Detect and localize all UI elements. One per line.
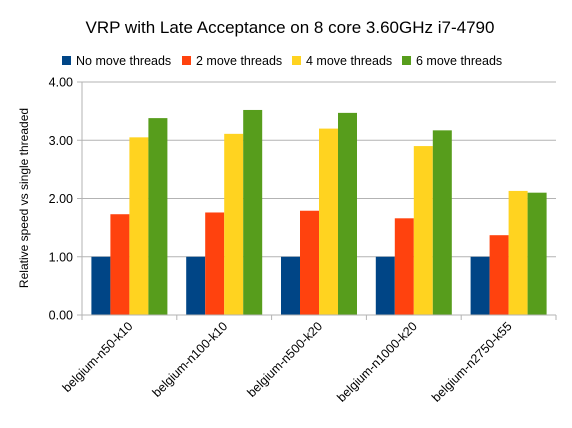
bar-4-4 <box>432 130 452 315</box>
bar-2-2 <box>205 212 225 315</box>
bar-1-4 <box>375 256 395 315</box>
legend-swatch <box>182 56 191 65</box>
x-tick-label: belgium-n1000-k20 <box>334 319 420 405</box>
x-tick-label: belgium-n500-k20 <box>244 319 325 400</box>
y-axis-label: Relative speed vs single threaded <box>17 108 31 288</box>
legend-label: No move threads <box>76 54 171 68</box>
bar-2-1 <box>110 214 130 315</box>
y-tick-label: 1.00 <box>49 250 73 264</box>
bar-3-2 <box>224 133 244 315</box>
legend: No move threads 2 move threads 4 move thre… <box>62 54 502 68</box>
legend-swatch <box>292 56 301 65</box>
legend-label: 4 move threads <box>306 54 392 68</box>
bar-3-4 <box>413 146 433 315</box>
y-tick-label: 0.00 <box>49 309 73 323</box>
bar-4-3 <box>338 112 357 315</box>
bar-3-3 <box>319 128 338 315</box>
axes <box>77 81 557 320</box>
bar-1-1 <box>91 256 111 315</box>
bar-3-5 <box>508 190 528 315</box>
y-tick-label: 2.00 <box>49 192 73 206</box>
bars <box>91 109 547 316</box>
bar-1-3 <box>281 256 300 315</box>
legend-label: 2 move threads <box>196 54 282 68</box>
x-tick-labels: belgium-n50-k10 belgium-n100-k10 belgium-n… <box>60 319 515 405</box>
x-tick-label: belgium-n50-k10 <box>60 319 136 395</box>
bar-1-5 <box>470 256 490 315</box>
legend-label: 6 move threads <box>416 54 502 68</box>
legend-swatch <box>62 56 71 65</box>
x-tick-label: belgium-n2750-k55 <box>429 319 515 405</box>
y-tick-label: 4.00 <box>49 76 73 90</box>
bar-4-5 <box>527 192 547 315</box>
bar-2-4 <box>394 218 414 315</box>
bar-3-1 <box>129 137 149 315</box>
bar-1-2 <box>186 256 206 315</box>
bar-2-5 <box>489 235 509 315</box>
x-tick-label: belgium-n100-k10 <box>150 319 231 400</box>
bar-4-1 <box>148 118 168 316</box>
bar-2-3 <box>300 210 319 315</box>
bar-4-2 <box>243 109 263 316</box>
legend-swatch <box>402 56 411 65</box>
y-tick-label: 3.00 <box>49 134 73 148</box>
chart-title: VRP with Late Acceptance on 8 core 3.60G… <box>86 18 495 37</box>
y-tick-labels: 0.00 1.00 2.00 3.00 4.00 <box>49 76 73 323</box>
